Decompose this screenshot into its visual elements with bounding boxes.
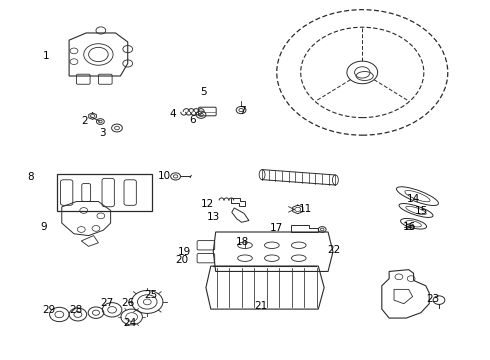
Text: 8: 8 [27, 172, 34, 182]
Text: 11: 11 [299, 204, 312, 215]
Text: 16: 16 [403, 222, 416, 232]
Text: 5: 5 [200, 87, 207, 97]
Text: 19: 19 [178, 247, 191, 257]
Text: 9: 9 [40, 222, 47, 232]
Text: 18: 18 [235, 237, 249, 247]
Text: 7: 7 [239, 106, 245, 116]
Text: 20: 20 [176, 255, 189, 265]
Text: 15: 15 [415, 206, 428, 216]
Bar [57, 174, 152, 211]
Text: 14: 14 [407, 194, 420, 204]
Text: 12: 12 [201, 199, 214, 210]
Text: 13: 13 [206, 212, 220, 222]
Text: 22: 22 [327, 245, 341, 255]
Text: 23: 23 [426, 294, 439, 304]
Text: 2: 2 [81, 116, 88, 126]
Text: 26: 26 [122, 298, 135, 308]
Text: 24: 24 [123, 319, 136, 328]
Text: 1: 1 [43, 51, 49, 61]
Text: 28: 28 [70, 305, 83, 315]
Text: 4: 4 [169, 109, 175, 119]
Text: 17: 17 [270, 223, 283, 233]
Text: 6: 6 [190, 115, 196, 125]
Text: 3: 3 [99, 129, 106, 138]
Text: 21: 21 [254, 301, 268, 311]
Text: 29: 29 [42, 305, 55, 315]
Text: 25: 25 [145, 291, 158, 301]
Text: 27: 27 [100, 298, 113, 308]
Text: 10: 10 [158, 171, 171, 181]
